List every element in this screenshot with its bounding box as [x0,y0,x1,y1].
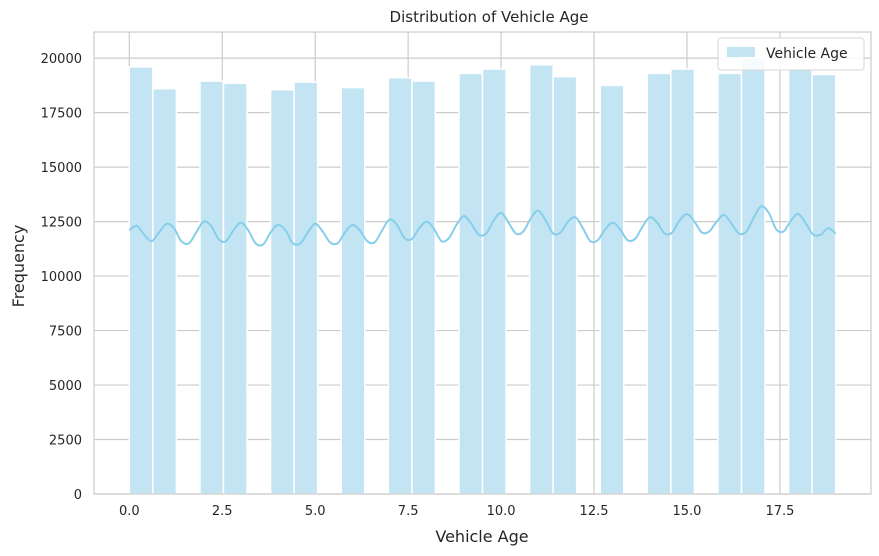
legend-box [717,37,865,71]
histogram-bar-17 [528,63,554,495]
y-tick-label: 20000 [41,52,82,67]
x-tick-label: 5.0 [305,504,326,519]
legend: Vehicle Age [717,37,865,71]
x-tick-label: 15.0 [672,504,701,519]
y-axis-title: Frequency [9,225,28,308]
histogram-bar-14 [458,72,484,495]
x-tick-label: 12.5 [580,504,609,519]
histogram-bar-1 [152,87,178,495]
histogram-bar-12 [411,80,437,495]
histogram-bar-15 [481,68,507,495]
y-tick-label: 10000 [41,270,82,285]
x-tick-label: 0.0 [119,504,140,519]
plot-border [93,31,872,495]
histogram-bar-7 [293,81,319,495]
y-tick-label: 15000 [41,161,82,176]
y-tick-label: 0 [74,488,82,503]
histogram-bar-11 [387,77,413,495]
x-tick-label: 10.0 [487,504,516,519]
histogram-bar-18 [552,75,578,495]
y-tick-label: 2500 [49,434,82,449]
x-tick-label: 7.5 [398,504,419,519]
histogram-bar-0 [128,66,154,495]
histogram-bar-20 [599,84,625,495]
histogram-bar-25 [717,72,743,495]
kde-line [128,205,837,247]
histogram-bar-4 [222,82,248,495]
x-tick-label: 17.5 [765,504,794,519]
histogram-bar-3 [199,80,225,495]
plot-frame [93,31,872,495]
x-tick-label: 2.5 [212,504,233,519]
chart-title: Distribution of Vehicle Age [390,8,589,26]
tick-labels: 0.0 2.5 5.0 7.5 10.0 12.5 15.0 17.5 0 2500 5000 750… [41,52,795,519]
y-tick-label: 17500 [41,107,82,122]
legend-swatch [727,47,755,57]
histogram-bar-9 [340,86,366,495]
histogram-bar-6 [269,89,295,495]
histogram-bar-26 [740,57,766,495]
y-tick-label: 12500 [41,216,82,231]
kde-curve-group [128,205,837,247]
histogram-bar-22 [646,72,672,495]
histogram-bar-23 [670,68,696,495]
y-tick-label: 7500 [49,325,82,340]
histogram-bars [128,57,837,495]
histogram-bar-29 [811,73,837,495]
legend-label: Vehicle Age [766,46,848,62]
y-tick-label: 5000 [49,379,82,394]
x-axis-title: Vehicle Age [435,527,528,546]
histogram-bar-28 [787,68,813,495]
